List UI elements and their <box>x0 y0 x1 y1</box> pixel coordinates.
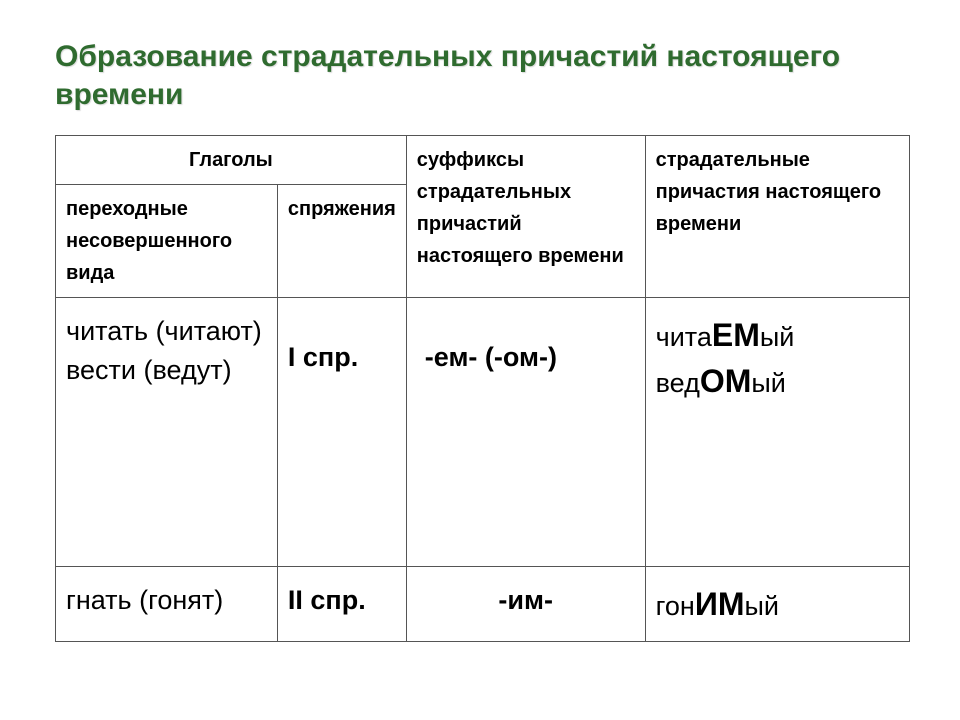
cell-participle: гонИМый <box>645 567 909 642</box>
table-row: гнать (гонят) II спр. -им- гонИМый <box>56 567 910 642</box>
cell-suffix: -им- <box>406 567 645 642</box>
table-row: читать (читают)вести (ведут) I спр. -ем-… <box>56 298 910 567</box>
header-transitive: переходные несовершенного вида <box>56 185 278 298</box>
header-conjugation: спряжения <box>277 185 406 298</box>
header-suffixes: суффиксы страдательных причастий настоящ… <box>406 136 645 298</box>
cell-conjugation: II спр. <box>277 567 406 642</box>
cell-participle: читаЕМыйведОМый <box>645 298 909 567</box>
participle-table: Глаголы суффиксы страдательных причастий… <box>55 135 910 642</box>
cell-suffix: -ем- (-ом-) <box>406 298 645 567</box>
header-verbs: Глаголы <box>56 136 407 185</box>
slide: Образование страдательных причастий наст… <box>0 0 960 662</box>
cell-conjugation: I спр. <box>277 298 406 567</box>
cell-verbs: читать (читают)вести (ведут) <box>56 298 278 567</box>
header-participles: страдательные причастия настоящего време… <box>645 136 909 298</box>
cell-verbs: гнать (гонят) <box>56 567 278 642</box>
slide-title: Образование страдательных причастий наст… <box>55 38 910 113</box>
table-header-row: Глаголы суффиксы страдательных причастий… <box>56 136 910 185</box>
